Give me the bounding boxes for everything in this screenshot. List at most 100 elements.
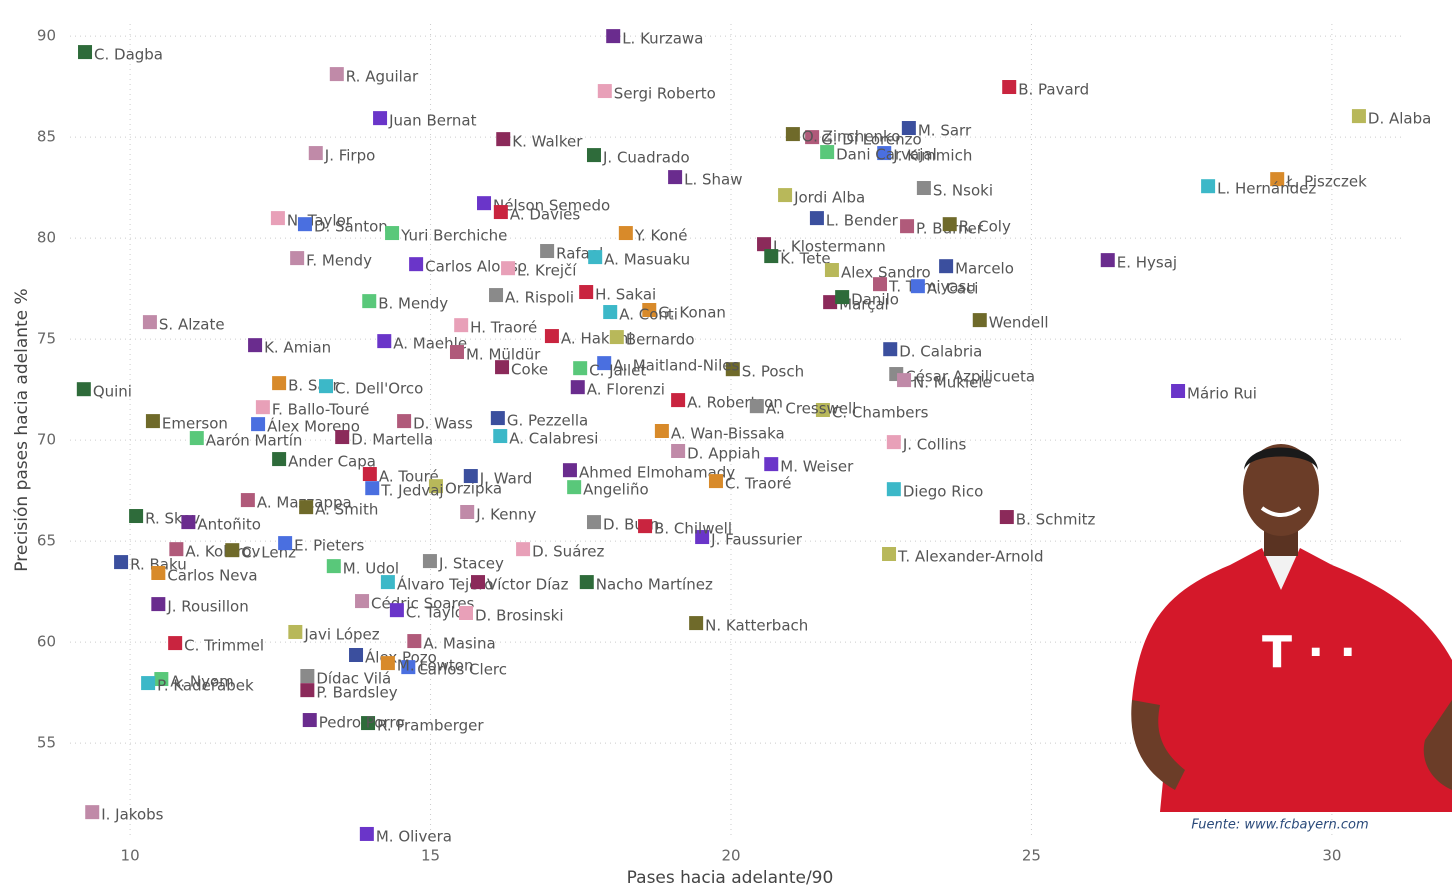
point-label: Antoñito <box>197 516 261 534</box>
point <box>823 295 838 310</box>
point <box>579 575 594 590</box>
point <box>1201 179 1216 194</box>
y-tick-label: 75 <box>37 330 56 348</box>
point <box>181 515 196 530</box>
point <box>300 683 315 698</box>
point <box>272 452 287 467</box>
point <box>586 148 601 163</box>
point-label: O. Zinchenko <box>802 128 901 146</box>
point <box>495 360 510 375</box>
point <box>362 467 377 482</box>
point <box>380 656 395 671</box>
point-label: Dídac Vilá <box>316 670 391 688</box>
point <box>407 634 422 649</box>
point-label: T. Jedvaj <box>380 482 443 500</box>
point <box>695 530 710 545</box>
point-label: B. Pavard <box>1018 81 1089 99</box>
point-label: S. Posch <box>742 363 804 381</box>
point-label: M. Olivera <box>376 827 452 845</box>
point <box>335 430 350 445</box>
point-label: D. Santon <box>314 218 388 236</box>
point <box>805 130 820 145</box>
y-tick-label: 65 <box>37 532 56 550</box>
point-label: B. Schmitz <box>1016 511 1096 529</box>
point <box>380 575 395 590</box>
point-label: H. Sakai <box>595 286 656 304</box>
point-label: C. Chambers <box>832 403 929 421</box>
point <box>151 565 166 580</box>
point-label: Álvaro Tejero <box>397 575 494 594</box>
point <box>654 424 669 438</box>
point <box>886 435 901 450</box>
point-label: J. Cuadrado <box>602 149 690 167</box>
point <box>460 504 475 519</box>
point-label: H. Traoré <box>470 319 537 337</box>
point <box>972 313 987 328</box>
point <box>145 414 160 429</box>
point-label: Orzipka <box>445 480 502 498</box>
point <box>942 217 957 232</box>
point <box>288 624 303 639</box>
point <box>189 431 204 446</box>
point-label: F. Mendy <box>306 252 372 270</box>
point <box>359 826 374 841</box>
point <box>493 429 508 444</box>
point <box>573 361 588 376</box>
point <box>749 399 764 414</box>
point-label: Bernardo <box>626 331 695 349</box>
point <box>297 217 312 232</box>
point-label: K. Amian <box>264 339 331 357</box>
point-label: L. Krejčí <box>517 262 577 280</box>
point-label: Juan Bernat <box>388 112 477 130</box>
point <box>725 362 740 377</box>
point-label: Diego Rico <box>903 483 983 501</box>
point-label: R. Baku <box>130 556 187 574</box>
point-label: A. Touré <box>379 468 439 486</box>
point-label: A. Davies <box>510 206 581 224</box>
point <box>570 380 585 395</box>
point <box>820 145 835 160</box>
point <box>1351 109 1366 124</box>
point-label: R. Aguilar <box>346 68 419 86</box>
point <box>78 45 93 60</box>
point <box>493 205 508 220</box>
point <box>603 305 618 320</box>
point <box>1002 80 1017 95</box>
point <box>671 393 686 408</box>
point <box>579 285 594 300</box>
point <box>129 509 144 524</box>
point <box>377 334 392 349</box>
point-label: L. Shaw <box>684 171 742 189</box>
point-label: Y. Koné <box>634 227 688 245</box>
point-label: Aarón Martín <box>206 432 303 450</box>
point-label: Emerson <box>162 415 228 433</box>
point <box>463 469 478 484</box>
point-label: Alex Sandro <box>841 264 931 282</box>
point-label: Marçal <box>839 296 889 314</box>
point <box>900 219 915 234</box>
point-label: D. Brosinski <box>475 606 564 624</box>
point <box>409 257 424 272</box>
point-label: Carlos Neva <box>167 566 257 584</box>
point-label: A. Masina <box>423 635 495 653</box>
point <box>597 84 612 99</box>
point-label: Jordi Alba <box>793 189 865 207</box>
svg-text:T · ·: T · · <box>1262 627 1356 678</box>
point <box>300 669 315 684</box>
point-label: Carlos Clerc <box>417 661 507 679</box>
point-label: J. Kimmich <box>892 147 972 165</box>
point-label: A. Cresswell <box>766 400 857 418</box>
point <box>397 414 412 429</box>
point-label: A. Calabresi <box>509 430 598 448</box>
point <box>835 290 850 305</box>
point-label: A. Rispoli <box>505 289 574 307</box>
point <box>114 555 129 570</box>
point-label: R. Framberger <box>377 717 484 735</box>
point <box>618 226 633 241</box>
point-label: C. Taylor <box>406 604 471 622</box>
point <box>240 493 255 508</box>
point <box>365 481 380 496</box>
point-label: K. Walker <box>512 133 583 151</box>
point-label: J. Firpo <box>324 147 376 165</box>
